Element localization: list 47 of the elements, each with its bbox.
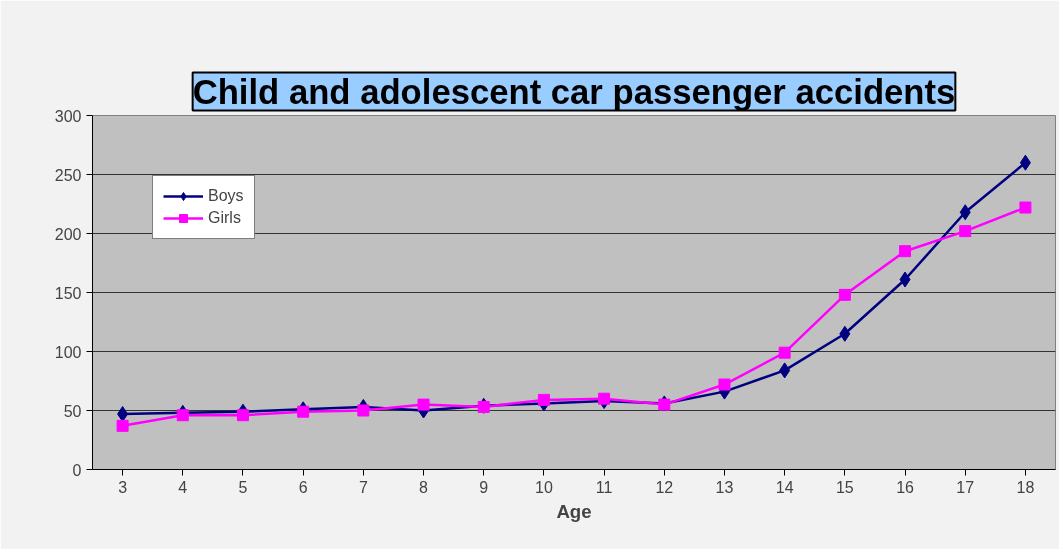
- x-tick-label: 7: [358, 478, 368, 496]
- point: [1019, 201, 1032, 214]
- point: [236, 409, 249, 422]
- x-tick-label: 11: [595, 478, 613, 496]
- x-tick-label: 8: [419, 478, 429, 496]
- x-tick-label: 6: [298, 478, 308, 496]
- x-tick-label: 9: [479, 478, 489, 496]
- point: [959, 225, 972, 238]
- legend-label: Boys: [208, 187, 244, 205]
- point: [899, 271, 911, 288]
- x-tick-label: 17: [956, 478, 975, 496]
- x-tick-label: 4: [178, 478, 188, 496]
- point: [116, 419, 129, 432]
- point: [959, 204, 971, 221]
- point: [598, 392, 611, 405]
- point: [297, 405, 310, 418]
- point: [1019, 154, 1031, 171]
- point: [417, 398, 430, 411]
- point: [838, 288, 851, 301]
- x-tick-label: 3: [118, 478, 128, 496]
- point: [779, 362, 791, 379]
- y-tick-label: 250: [54, 166, 82, 184]
- y-tick-label: 100: [54, 343, 82, 361]
- legend-label: Girls: [208, 209, 241, 227]
- chart-title: Child and adolescent car passenger accidents: [192, 72, 956, 111]
- y-tick-label: 50: [63, 402, 82, 420]
- x-tick-label: 16: [896, 478, 915, 496]
- x-tick-label: 13: [715, 478, 734, 496]
- x-tick-label: 10: [535, 478, 553, 496]
- y-tick-label: 150: [54, 284, 82, 302]
- point: [899, 245, 912, 258]
- x-axis-title: Age: [556, 500, 592, 522]
- x-tick-label: 14: [775, 478, 794, 496]
- point: [839, 325, 851, 342]
- point: [778, 346, 791, 359]
- point: [176, 409, 189, 422]
- x-tick-label: 15: [835, 478, 854, 496]
- point: [117, 406, 129, 423]
- y-tick-label: 200: [54, 225, 82, 243]
- point: [718, 378, 731, 391]
- point: [537, 393, 550, 406]
- x-tick-label: 18: [1016, 478, 1035, 496]
- y-tick-label: 0: [72, 461, 82, 479]
- x-tick-label: 5: [238, 478, 248, 496]
- point: [357, 404, 370, 417]
- y-tick-label: 300: [54, 107, 82, 125]
- x-tick-label: 12: [655, 478, 674, 496]
